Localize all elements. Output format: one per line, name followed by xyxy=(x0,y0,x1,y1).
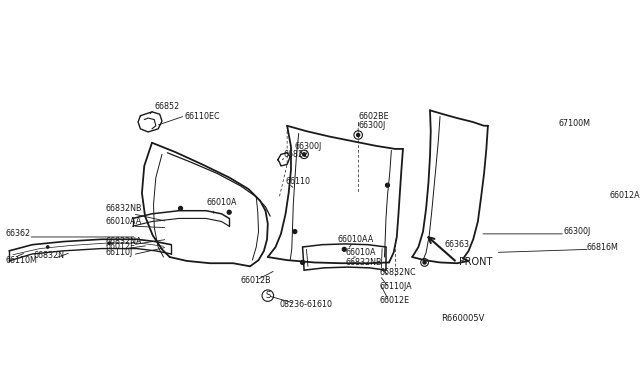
Circle shape xyxy=(227,210,231,214)
Text: 66110J: 66110J xyxy=(106,248,133,257)
Text: 66012B: 66012B xyxy=(241,276,271,285)
Text: FRONT: FRONT xyxy=(458,257,492,267)
Text: 66816M: 66816M xyxy=(587,243,619,251)
Text: S: S xyxy=(265,291,271,300)
Text: 66300J: 66300J xyxy=(358,121,385,130)
Circle shape xyxy=(385,183,390,187)
Text: 66010AA: 66010AA xyxy=(106,217,142,226)
Text: 66362: 66362 xyxy=(5,230,30,238)
Text: 66012E: 66012E xyxy=(106,242,136,251)
Circle shape xyxy=(179,206,182,210)
Text: 66832NB: 66832NB xyxy=(106,204,142,213)
Circle shape xyxy=(293,230,297,234)
Text: 6602BE: 6602BE xyxy=(358,112,388,121)
Text: 66010A: 66010A xyxy=(206,199,237,208)
Text: 66012A: 66012A xyxy=(610,191,640,200)
Text: 66110EC: 66110EC xyxy=(184,112,220,121)
Circle shape xyxy=(342,247,346,251)
Text: 66852: 66852 xyxy=(154,102,180,111)
Circle shape xyxy=(356,134,360,137)
Text: 66010A: 66010A xyxy=(345,248,376,257)
Text: 66832N: 66832N xyxy=(34,251,65,260)
Text: 66300J: 66300J xyxy=(295,142,322,151)
Circle shape xyxy=(301,260,305,264)
Text: 66822: 66822 xyxy=(284,150,308,159)
Text: 66300J: 66300J xyxy=(564,227,591,236)
Circle shape xyxy=(108,242,111,244)
Text: 66832NA: 66832NA xyxy=(106,237,142,246)
Circle shape xyxy=(47,246,49,248)
Text: R660005V: R660005V xyxy=(441,314,484,323)
Text: 66010AA: 66010AA xyxy=(337,235,374,244)
Text: 66832NC: 66832NC xyxy=(380,268,417,277)
Text: 66110: 66110 xyxy=(285,177,310,186)
Text: 66110M: 66110M xyxy=(5,256,37,264)
Text: 66832NB: 66832NB xyxy=(345,258,381,267)
Text: 66012E: 66012E xyxy=(380,296,410,305)
Circle shape xyxy=(303,153,306,156)
Text: 08236-61610: 08236-61610 xyxy=(280,301,332,310)
Text: 66110JA: 66110JA xyxy=(380,282,412,291)
Text: 66363: 66363 xyxy=(445,240,470,249)
Circle shape xyxy=(423,261,426,264)
Text: 67100M: 67100M xyxy=(559,119,591,128)
